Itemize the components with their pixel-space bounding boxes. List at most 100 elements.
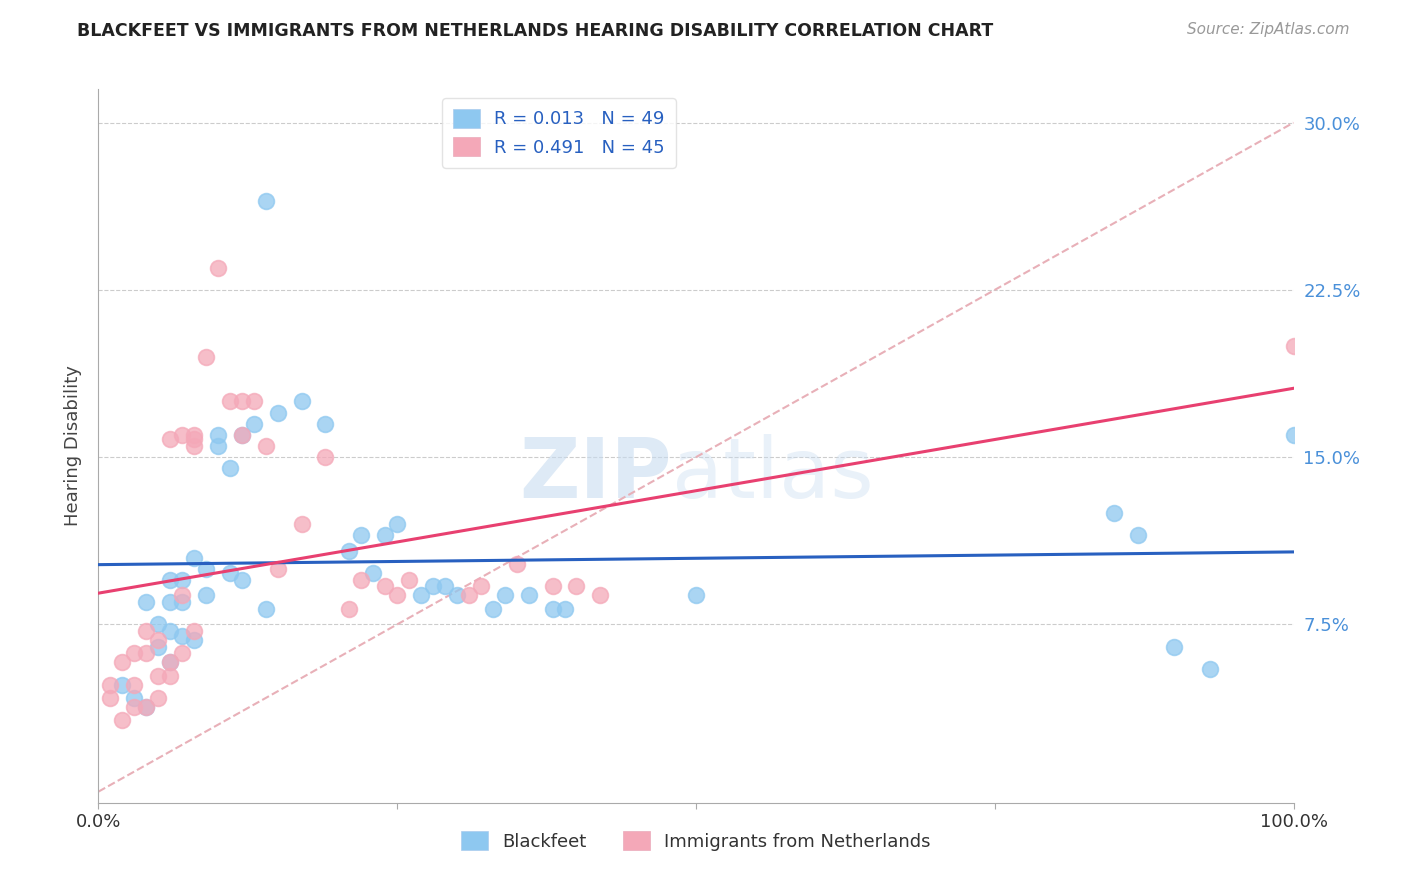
Point xyxy=(111,678,134,692)
Point xyxy=(172,646,194,660)
Point xyxy=(124,699,146,714)
Point xyxy=(172,573,194,587)
Point xyxy=(589,589,612,603)
Point xyxy=(1282,427,1305,442)
Point xyxy=(183,550,205,565)
Point xyxy=(1163,640,1185,654)
Point xyxy=(254,439,277,453)
Point xyxy=(254,601,277,615)
Point xyxy=(159,573,181,587)
Point xyxy=(339,601,361,615)
Point xyxy=(374,528,396,542)
Point xyxy=(159,669,181,683)
Point xyxy=(1104,506,1126,520)
Y-axis label: Hearing Disability: Hearing Disability xyxy=(63,366,82,526)
Point xyxy=(517,589,540,603)
Point xyxy=(458,589,481,603)
Point xyxy=(219,566,242,580)
Point xyxy=(411,589,433,603)
Point xyxy=(172,595,194,609)
Point xyxy=(207,439,229,453)
Point xyxy=(183,439,205,453)
Point xyxy=(195,589,218,603)
Point xyxy=(291,517,314,532)
Point xyxy=(159,595,181,609)
Point xyxy=(267,405,290,419)
Point xyxy=(243,394,266,409)
Point xyxy=(446,589,468,603)
Text: BLACKFEET VS IMMIGRANTS FROM NETHERLANDS HEARING DISABILITY CORRELATION CHART: BLACKFEET VS IMMIGRANTS FROM NETHERLANDS… xyxy=(77,22,994,40)
Point xyxy=(195,562,218,576)
Point xyxy=(172,628,194,642)
Point xyxy=(350,573,373,587)
Point xyxy=(481,601,505,615)
Point xyxy=(494,589,516,603)
Point xyxy=(315,450,337,464)
Point xyxy=(207,427,229,442)
Point xyxy=(135,595,157,609)
Point xyxy=(385,589,409,603)
Point xyxy=(685,589,707,603)
Point xyxy=(207,260,229,275)
Point xyxy=(111,714,134,728)
Point xyxy=(363,566,385,580)
Point xyxy=(172,427,194,442)
Point xyxy=(541,580,564,594)
Point xyxy=(219,461,242,475)
Point xyxy=(243,417,266,431)
Point xyxy=(183,633,205,648)
Point xyxy=(315,417,337,431)
Text: ZIP: ZIP xyxy=(520,434,672,515)
Point xyxy=(422,580,444,594)
Point xyxy=(148,617,170,632)
Point xyxy=(135,699,157,714)
Point xyxy=(470,580,492,594)
Point xyxy=(124,690,146,705)
Point xyxy=(231,573,253,587)
Point xyxy=(231,427,253,442)
Point xyxy=(254,194,277,208)
Point xyxy=(159,655,181,669)
Point xyxy=(159,624,181,639)
Point xyxy=(219,394,242,409)
Point xyxy=(506,557,529,572)
Point xyxy=(124,678,146,692)
Point xyxy=(159,655,181,669)
Point xyxy=(195,350,218,364)
Point xyxy=(541,601,564,615)
Point xyxy=(148,633,170,648)
Point xyxy=(148,669,170,683)
Point xyxy=(98,678,122,692)
Text: atlas: atlas xyxy=(672,434,873,515)
Point xyxy=(339,543,361,558)
Point xyxy=(434,580,457,594)
Point xyxy=(148,690,170,705)
Point xyxy=(183,427,205,442)
Point xyxy=(111,655,134,669)
Point xyxy=(291,394,314,409)
Point xyxy=(1199,662,1222,676)
Point xyxy=(183,432,205,446)
Point xyxy=(159,432,181,446)
Point xyxy=(135,624,157,639)
Point xyxy=(124,646,146,660)
Point xyxy=(98,690,122,705)
Point xyxy=(231,427,253,442)
Point xyxy=(172,589,194,603)
Point xyxy=(350,528,373,542)
Point xyxy=(135,646,157,660)
Point xyxy=(374,580,396,594)
Point xyxy=(554,601,576,615)
Point xyxy=(1282,338,1305,352)
Text: Source: ZipAtlas.com: Source: ZipAtlas.com xyxy=(1187,22,1350,37)
Point xyxy=(135,699,157,714)
Point xyxy=(231,394,253,409)
Point xyxy=(398,573,420,587)
Point xyxy=(148,640,170,654)
Point xyxy=(565,580,588,594)
Point xyxy=(183,624,205,639)
Point xyxy=(385,517,409,532)
Legend: Blackfeet, Immigrants from Netherlands: Blackfeet, Immigrants from Netherlands xyxy=(454,824,938,858)
Point xyxy=(267,562,290,576)
Point xyxy=(1128,528,1150,542)
